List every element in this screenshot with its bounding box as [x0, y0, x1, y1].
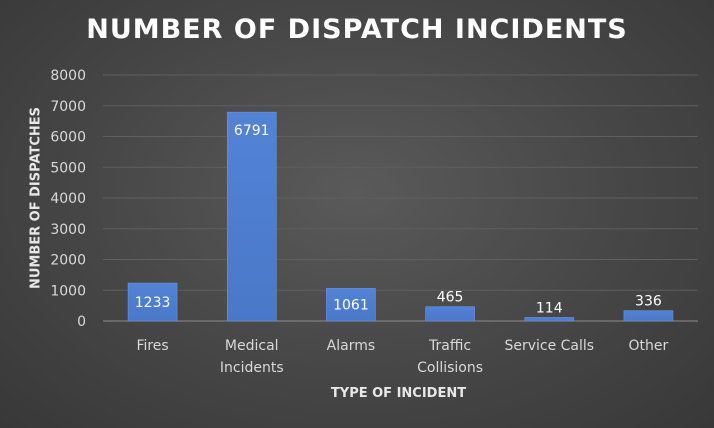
y-tick-label: 3000 [50, 222, 86, 238]
bar [425, 306, 475, 322]
bar [127, 282, 178, 322]
data-label: 1061 [333, 298, 369, 314]
x-tick-label: Traffic Collisions [417, 338, 483, 376]
y-tick-label: 0 [77, 314, 86, 330]
x-axis-title: TYPE OF INCIDENT [330, 386, 467, 401]
data-label: 1233 [135, 295, 171, 311]
y-tick-label: 5000 [50, 160, 86, 176]
data-label: 114 [536, 300, 563, 316]
bar [326, 288, 376, 322]
data-label: 336 [635, 294, 662, 310]
x-tick-label: Medical Incidents [220, 338, 284, 376]
y-tick-label: 6000 [50, 130, 86, 146]
x-tick-label: Service Calls [504, 338, 594, 354]
y-tick-label: 8000 [50, 68, 86, 84]
data-label: 6791 [234, 123, 270, 139]
x-tick-label: Other [629, 338, 669, 354]
bar [623, 310, 674, 322]
x-tick-label: Alarms [327, 338, 376, 354]
bar [524, 317, 575, 322]
y-tick-label: 1000 [50, 283, 86, 299]
y-tick-label: 2000 [50, 253, 86, 269]
x-tick-label: Fires [136, 338, 168, 354]
chart-title: NUMBER OF DISPATCH INCIDENTS [86, 14, 628, 45]
bar [226, 111, 277, 322]
y-tick-label: 7000 [50, 99, 86, 115]
data-label: 465 [437, 290, 464, 306]
y-tick-label: 4000 [50, 191, 86, 207]
